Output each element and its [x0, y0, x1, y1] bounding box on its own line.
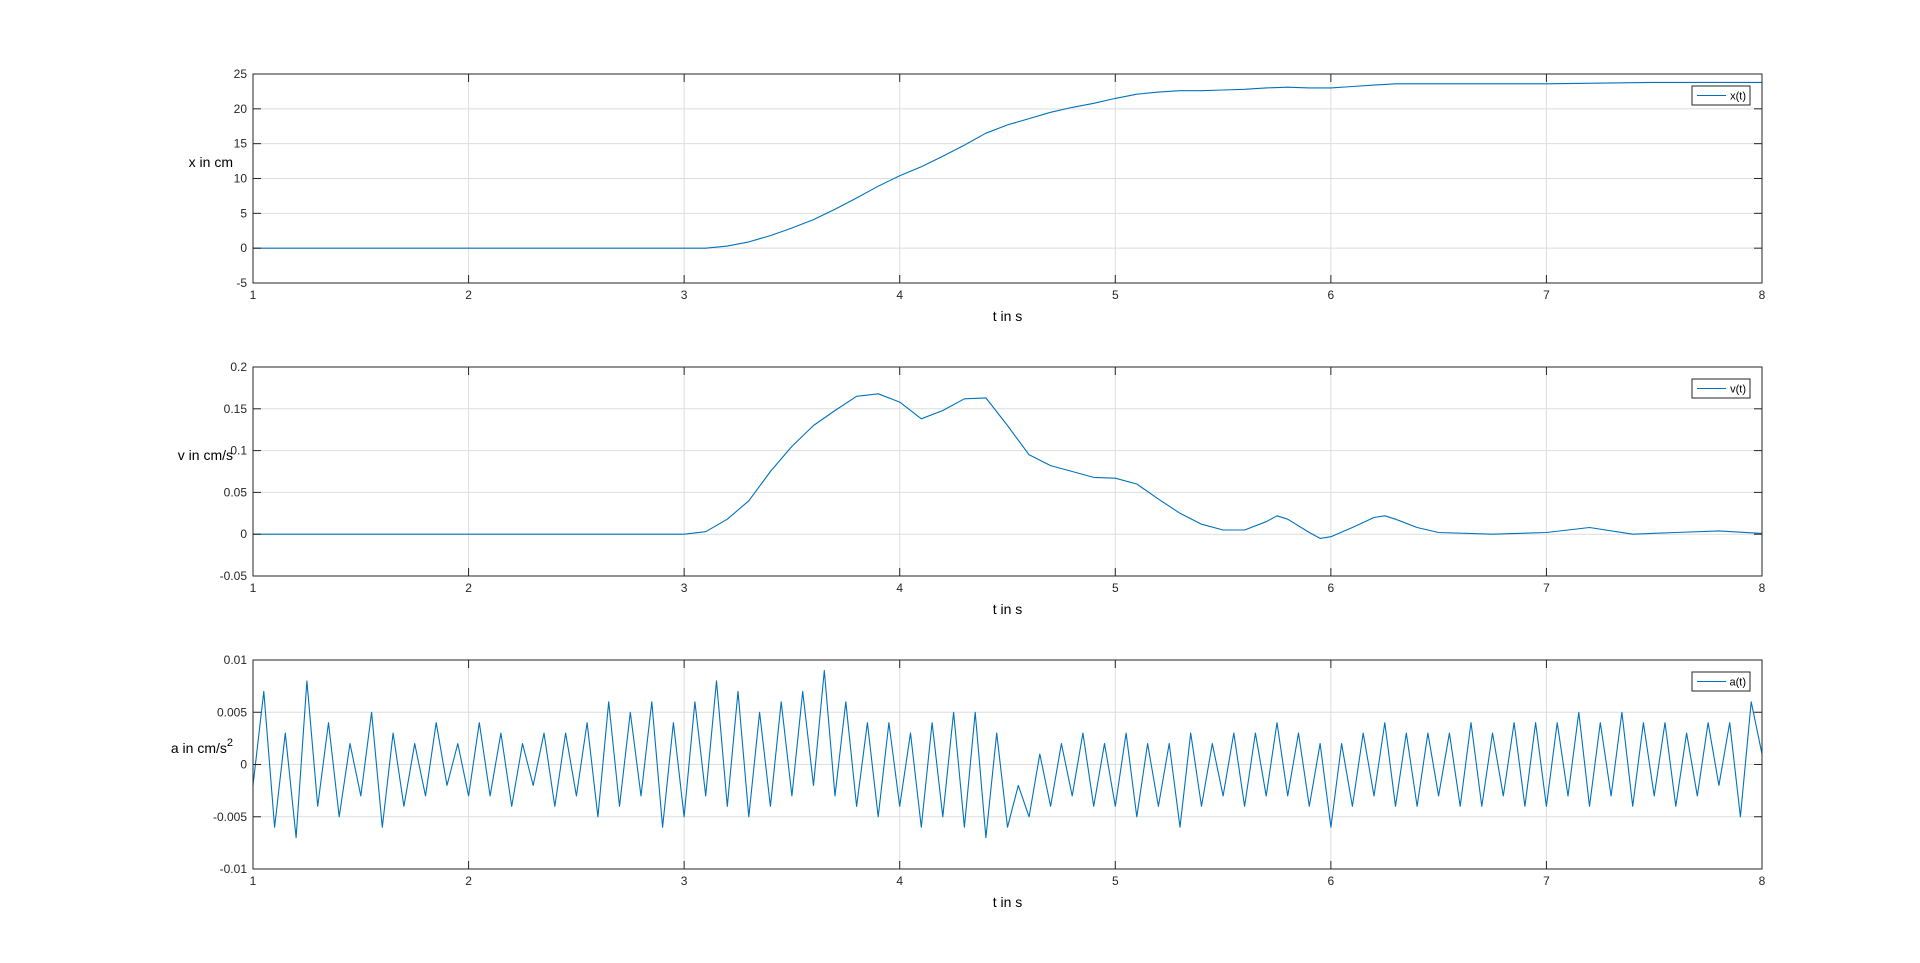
y-axis-label: x in cm [189, 154, 233, 170]
x-tick-label: 5 [1112, 581, 1119, 595]
series-line-a(t) [252, 669, 1763, 839]
y-tick-label: -0.01 [220, 862, 248, 876]
x-axis-label: t in s [993, 601, 1023, 617]
legend-entry: a(t) [1730, 677, 1747, 689]
x-tick-label: 5 [1112, 288, 1119, 302]
x-tick-label: 3 [681, 581, 688, 595]
x-tick-label: 4 [896, 874, 903, 888]
x-tick-label: 4 [896, 581, 903, 595]
x-axis-label: t in s [993, 894, 1023, 910]
y-tick-label: 0.1 [230, 444, 247, 458]
y-tick-label: 15 [234, 137, 248, 151]
series-line-v(t) [253, 393, 1763, 539]
x-tick-label: 1 [250, 874, 257, 888]
x-axis-label: t in s [993, 308, 1023, 324]
y-tick-label: -5 [236, 276, 247, 290]
y-tick-label: 20 [234, 102, 248, 116]
x-tick-label: 2 [465, 581, 472, 595]
legend: x(t) [1691, 85, 1751, 106]
legend: v(t) [1691, 378, 1751, 399]
y-axis-label: v in cm/s [178, 447, 233, 463]
y-tick-label: 0.2 [230, 360, 247, 374]
plot-area [253, 367, 1762, 576]
x-tick-label: 7 [1543, 581, 1550, 595]
x-tick-label: 4 [896, 288, 903, 302]
x-tick-label: 8 [1759, 874, 1766, 888]
x-tick-label: 6 [1328, 581, 1335, 595]
x-tick-label: 1 [250, 581, 257, 595]
y-tick-label: -0.005 [213, 810, 247, 824]
x-tick-label: 6 [1328, 288, 1335, 302]
subplot-1: 1 2 3 4 5 6 7 8 -5 0 5 10 15 20 25 t in s x in cm x(t) [189, 67, 1766, 324]
legend-entry: v(t) [1730, 384, 1746, 396]
subplot-3: 1 2 3 4 5 6 7 8 -0.01 -0.005 0 0.005 0.01 t in s a in … [171, 653, 1766, 910]
y-tick-label: 0.01 [224, 653, 248, 667]
x-tick-label: 3 [681, 288, 688, 302]
x-tick-label: 3 [681, 874, 688, 888]
x-tick-label: 2 [465, 288, 472, 302]
x-tick-label: 7 [1543, 288, 1550, 302]
y-tick-label: -0.05 [220, 569, 248, 583]
x-tick-label: 1 [250, 288, 257, 302]
x-tick-label: 8 [1759, 581, 1766, 595]
y-tick-label: 0.05 [224, 485, 248, 499]
axes-frame [252, 366, 1763, 577]
x-tick-label: 2 [465, 874, 472, 888]
x-tick-label: 8 [1759, 288, 1766, 302]
x-tick-label: 7 [1543, 874, 1550, 888]
x-tick-label: 5 [1112, 874, 1119, 888]
y-tick-label: 0 [240, 527, 247, 541]
y-tick-label: 25 [234, 67, 248, 81]
y-tick-label: 10 [234, 172, 248, 186]
legend-entry: x(t) [1730, 91, 1746, 103]
subplot-2: 1 2 3 4 5 6 7 8 -0.05 0 0.05 0.1 0.15 0.2 t in s v in c… [178, 360, 1766, 617]
y-axis-label: a in cm/s2 [171, 737, 233, 756]
legend: a(t) [1691, 671, 1751, 692]
series-line-x(t) [253, 81, 1762, 249]
y-tick-label: 0 [240, 758, 247, 772]
y-tick-label: 0.15 [224, 402, 248, 416]
y-tick-label: 0.005 [217, 705, 247, 719]
y-tick-label: 0 [240, 241, 247, 255]
y-tick-label: 5 [240, 206, 247, 220]
x-tick-label: 6 [1328, 874, 1335, 888]
